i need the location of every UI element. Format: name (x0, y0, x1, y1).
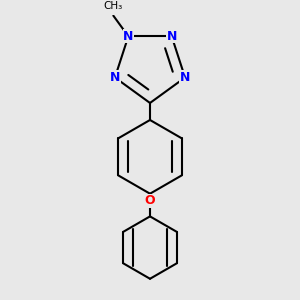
Text: N: N (180, 71, 190, 84)
Text: N: N (110, 71, 120, 84)
Text: N: N (123, 30, 134, 43)
Text: O: O (145, 194, 155, 207)
Text: N: N (167, 30, 177, 43)
Text: CH₃: CH₃ (104, 1, 123, 10)
